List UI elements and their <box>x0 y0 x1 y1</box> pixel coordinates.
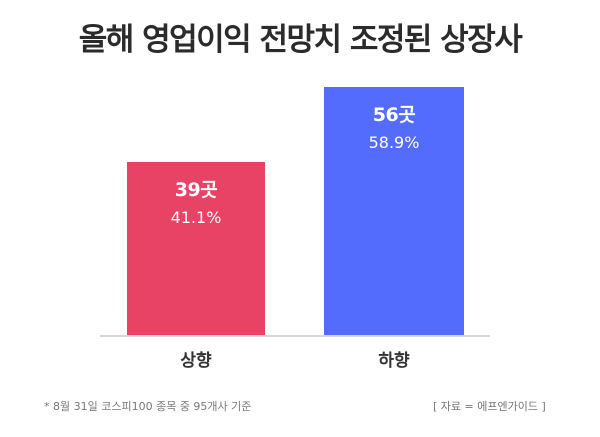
bar-downward-count: 56곳 <box>372 104 416 126</box>
footnote: * 8월 31일 코스피100 종목 중 95개사 기준 <box>44 400 252 413</box>
source-note: [ 자료 = 에프엔가이드 ] <box>433 400 546 413</box>
category-label-downward: 하향 <box>378 351 410 371</box>
category-label-upward: 상향 <box>180 351 212 371</box>
bar-upward-count: 39곳 <box>174 179 218 201</box>
bar-downward: 56곳 58.9% <box>324 87 464 336</box>
bar-downward-percent: 58.9% <box>368 133 420 152</box>
chart-title: 올해 영업이익 전망치 조정된 상장사 <box>78 22 523 58</box>
x-axis-baseline <box>100 335 490 337</box>
bar-upward-percent: 41.1% <box>170 208 222 227</box>
bar-upward: 39곳 41.1% <box>127 162 265 336</box>
